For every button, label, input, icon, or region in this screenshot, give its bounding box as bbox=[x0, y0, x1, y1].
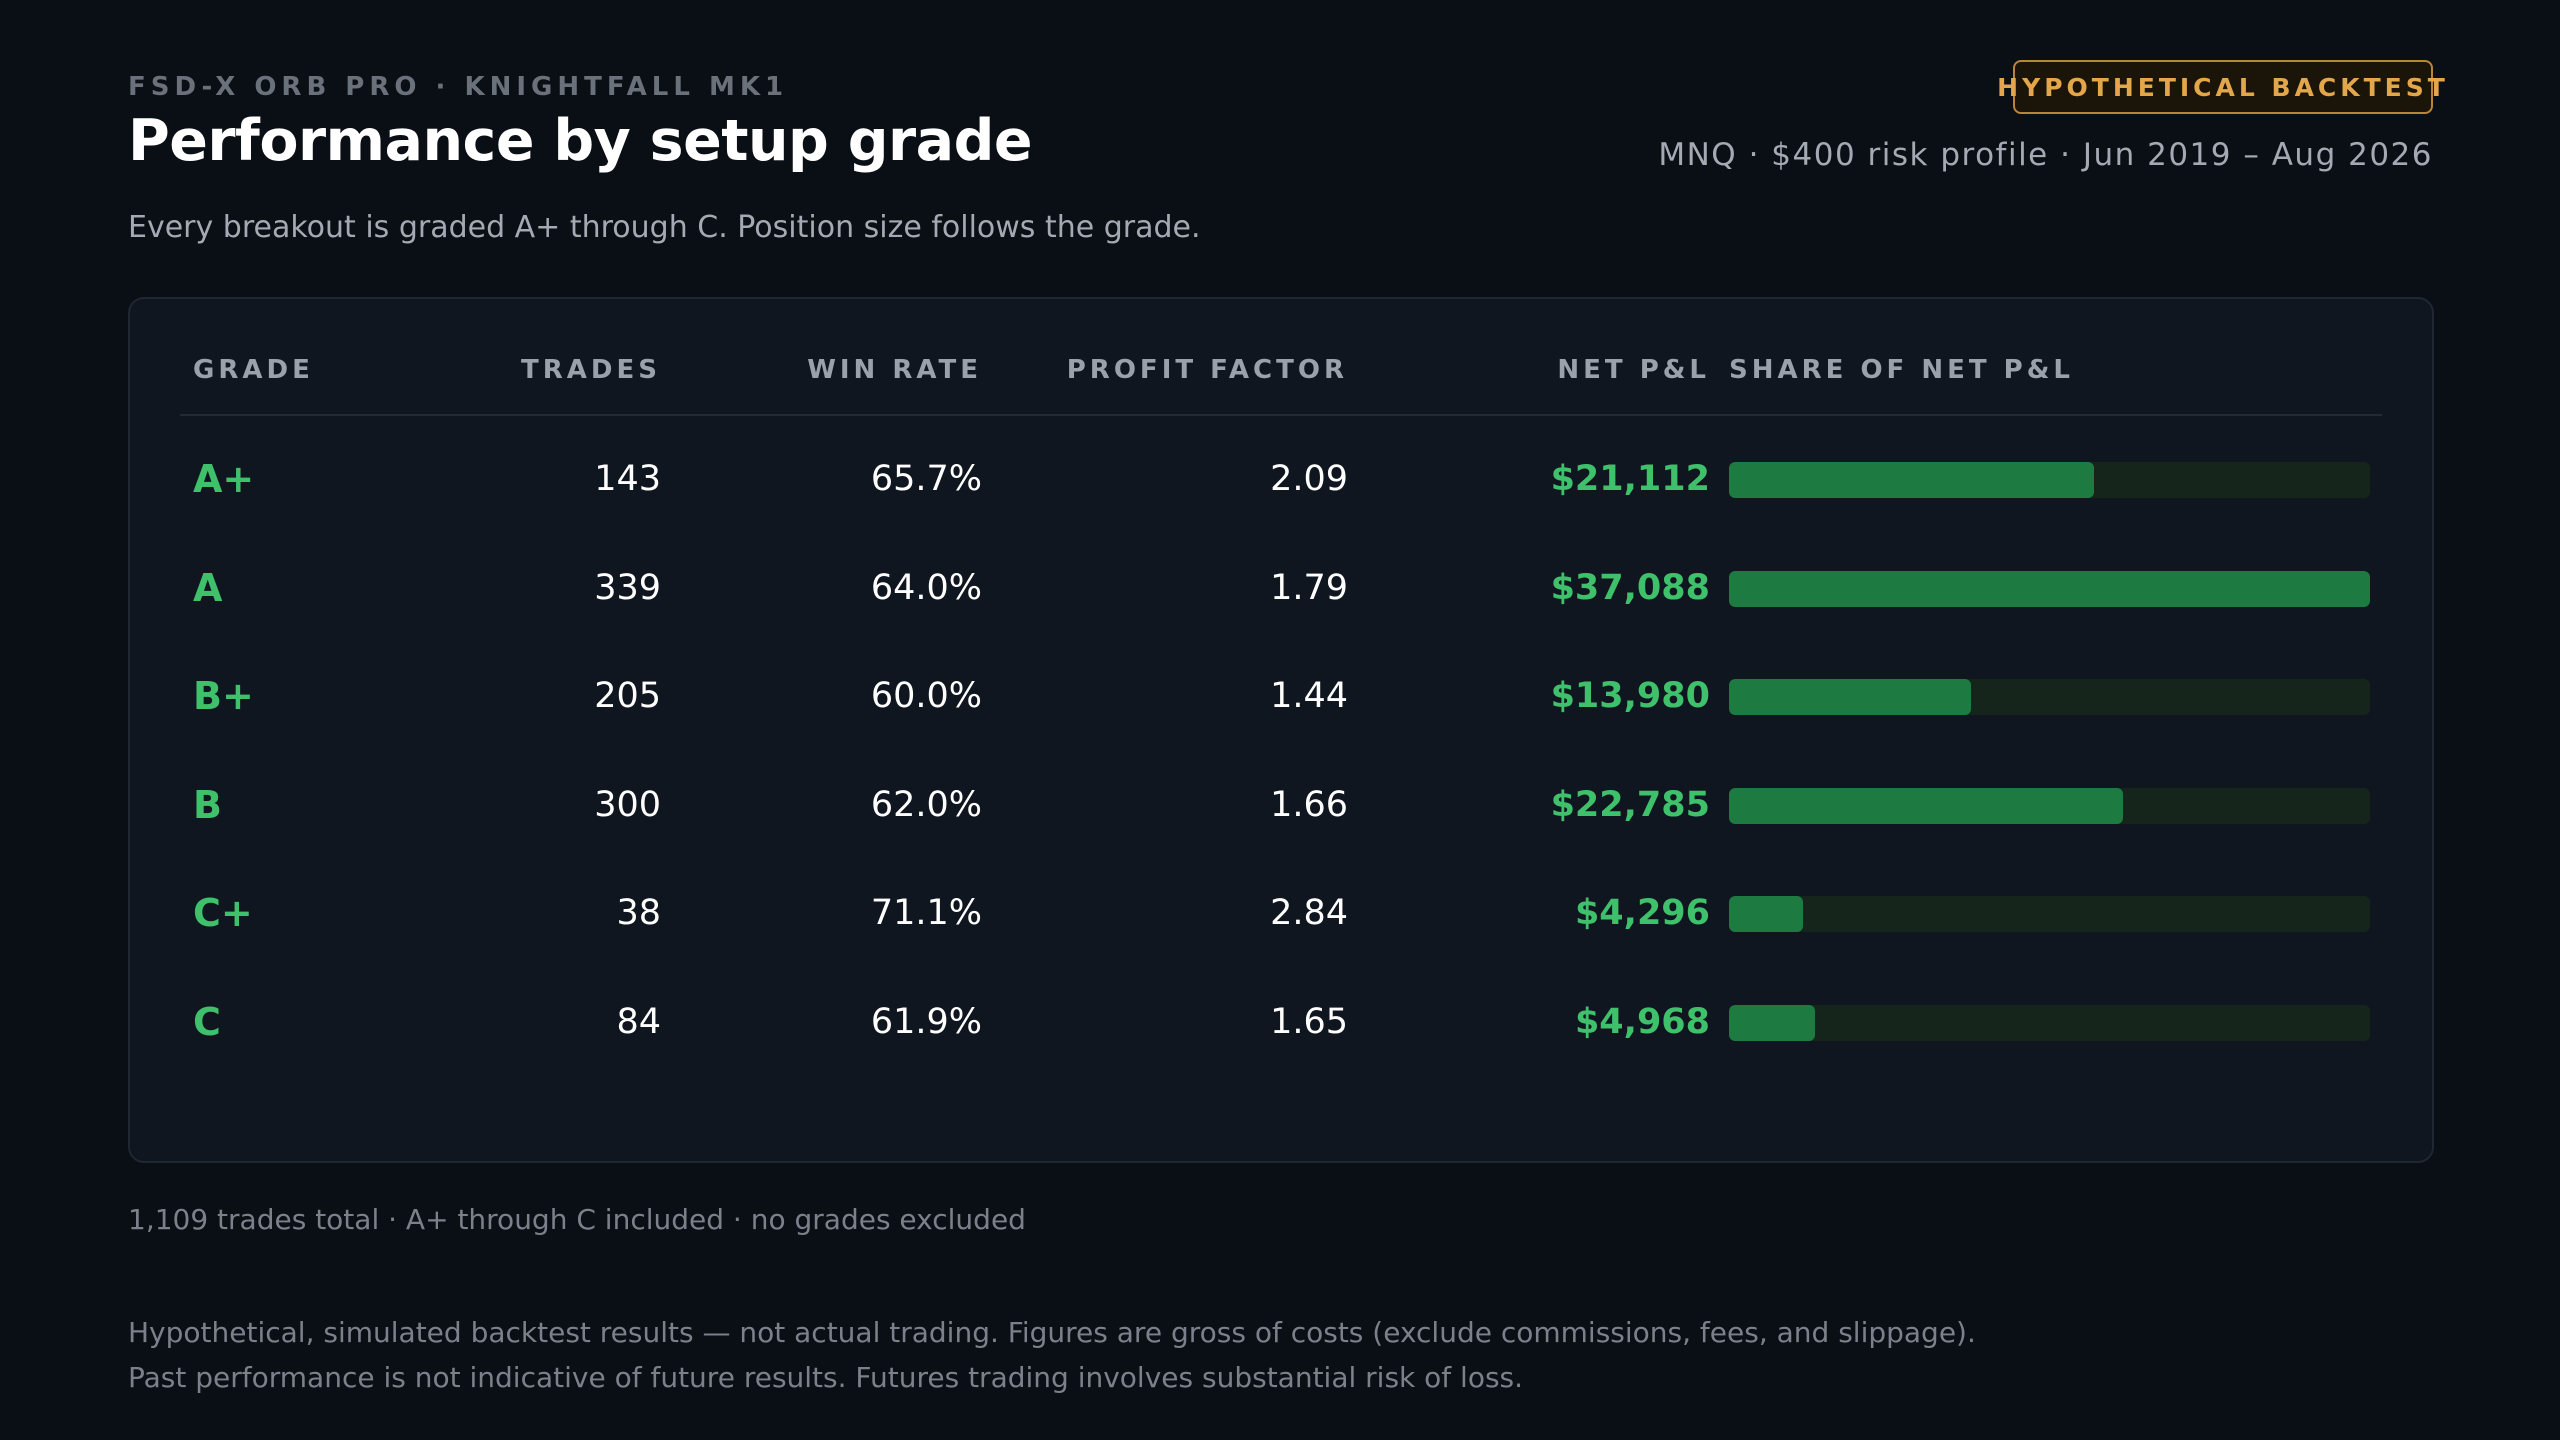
table-row: A+ 143 65.7% 2.09 $21,112 bbox=[130, 425, 2432, 533]
trades-cell: 205 bbox=[594, 676, 661, 716]
column-header-grade: GRADE bbox=[193, 355, 314, 385]
share-bar-track bbox=[1729, 462, 2370, 498]
grade-cell: C+ bbox=[193, 891, 253, 935]
column-header-win-rate: WIN RATE bbox=[807, 355, 982, 385]
column-header-trades: TRADES bbox=[521, 355, 661, 385]
table-header: GRADE TRADES WIN RATE PROFIT FACTOR NET … bbox=[130, 299, 2432, 416]
hypothetical-badge: HYPOTHETICAL BACKTEST bbox=[1997, 60, 2445, 114]
profit-factor-cell: 1.65 bbox=[1270, 1002, 1348, 1042]
disclaimer-line: Past performance is not indicative of fu… bbox=[128, 1361, 1524, 1394]
column-header-net-pnl: NET P&L bbox=[1557, 355, 1710, 385]
win-rate-cell: 62.0% bbox=[870, 785, 982, 825]
risk-disclaimer: Hypothetical, simulated backtest results… bbox=[128, 1310, 1976, 1400]
trades-cell: 339 bbox=[594, 568, 661, 608]
trades-summary: 1,109 trades total · A+ through C includ… bbox=[128, 1203, 1026, 1236]
grade-cell: A bbox=[193, 566, 223, 610]
share-bar-fill bbox=[1729, 788, 2123, 824]
disclaimer-line: Hypothetical, simulated backtest results… bbox=[128, 1316, 1976, 1349]
profit-factor-cell: 1.66 bbox=[1270, 785, 1348, 825]
table-row: B+ 205 60.0% 1.44 $13,980 bbox=[130, 642, 2432, 750]
profit-factor-cell: 2.84 bbox=[1270, 893, 1348, 933]
net-pnl-cell: $21,112 bbox=[1550, 459, 1710, 499]
page-subtitle: Every breakout is graded A+ through C. P… bbox=[128, 210, 1201, 245]
trades-cell: 143 bbox=[594, 459, 661, 499]
table-row: B 300 62.0% 1.66 $22,785 bbox=[130, 751, 2432, 859]
table-row: C 84 61.9% 1.65 $4,968 bbox=[130, 968, 2432, 1076]
column-header-profit-factor: PROFIT FACTOR bbox=[1066, 355, 1348, 385]
win-rate-cell: 64.0% bbox=[870, 568, 982, 608]
share-bar-fill bbox=[1729, 462, 2094, 498]
share-bar-track bbox=[1729, 571, 2370, 607]
grade-performance-table: GRADE TRADES WIN RATE PROFIT FACTOR NET … bbox=[128, 297, 2434, 1163]
profit-factor-cell: 2.09 bbox=[1270, 459, 1348, 499]
page-title: Performance by setup grade bbox=[128, 108, 1033, 174]
trades-cell: 300 bbox=[594, 785, 661, 825]
win-rate-cell: 71.1% bbox=[870, 893, 982, 933]
profit-factor-cell: 1.44 bbox=[1270, 676, 1348, 716]
profit-factor-cell: 1.79 bbox=[1270, 568, 1348, 608]
backtest-meta: MNQ · $400 risk profile · Jun 2019 – Aug… bbox=[1658, 137, 2433, 173]
share-bar-fill bbox=[1729, 1005, 1815, 1041]
grade-cell: A+ bbox=[193, 457, 255, 501]
net-pnl-cell: $4,968 bbox=[1574, 1002, 1710, 1042]
share-bar-fill bbox=[1729, 679, 1971, 715]
net-pnl-cell: $13,980 bbox=[1550, 676, 1710, 716]
header-divider bbox=[180, 414, 2382, 416]
share-bar-track bbox=[1729, 679, 2370, 715]
trades-cell: 84 bbox=[616, 1002, 661, 1042]
grade-cell: B+ bbox=[193, 674, 254, 718]
share-bar-fill bbox=[1729, 896, 1804, 932]
win-rate-cell: 60.0% bbox=[870, 676, 982, 716]
net-pnl-cell: $37,088 bbox=[1550, 568, 1710, 608]
win-rate-cell: 65.7% bbox=[870, 459, 982, 499]
column-header-share: SHARE OF NET P&L bbox=[1729, 355, 2074, 385]
share-bar-fill bbox=[1729, 571, 2370, 607]
table-row: A 339 64.0% 1.79 $37,088 bbox=[130, 534, 2432, 642]
win-rate-cell: 61.9% bbox=[870, 1002, 982, 1042]
grade-cell: C bbox=[193, 1000, 221, 1044]
grade-cell: B bbox=[193, 783, 222, 827]
share-bar-track bbox=[1729, 788, 2370, 824]
table-row: C+ 38 71.1% 2.84 $4,296 bbox=[130, 859, 2432, 967]
trades-cell: 38 bbox=[616, 893, 661, 933]
product-eyebrow: FSD-X ORB PRO · KNIGHTFALL MK1 bbox=[128, 72, 789, 102]
net-pnl-cell: $22,785 bbox=[1550, 785, 1710, 825]
net-pnl-cell: $4,296 bbox=[1574, 893, 1710, 933]
share-bar-track bbox=[1729, 896, 2370, 932]
share-bar-track bbox=[1729, 1005, 2370, 1041]
